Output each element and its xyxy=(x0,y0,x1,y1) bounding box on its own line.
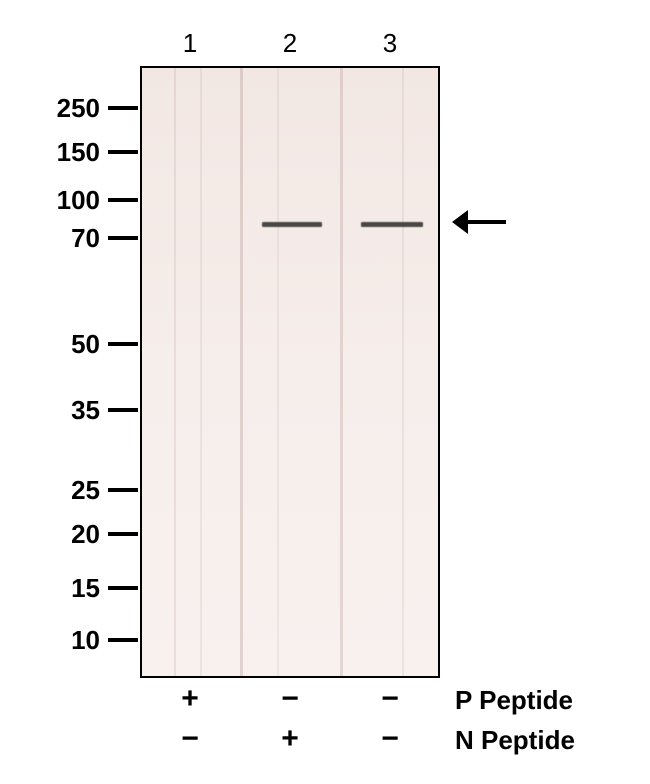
lane-streak xyxy=(402,68,404,676)
lane-streak xyxy=(174,68,176,676)
lane-streak xyxy=(340,68,343,676)
mw-marker-tick xyxy=(108,236,138,240)
mw-marker-label: 100 xyxy=(57,185,100,216)
mw-marker-tick xyxy=(108,586,138,590)
western-blot-figure: 1 2 3 250 150 100 70 50 35 25 20 15 10 + − − P Peptide − +… xyxy=(0,0,650,784)
mw-marker-label: 20 xyxy=(71,519,100,550)
lane-streak xyxy=(277,68,279,676)
peptide-symbol: − xyxy=(381,682,399,716)
peptide-row-label: P Peptide xyxy=(455,685,573,716)
mw-marker-tick xyxy=(108,342,138,346)
peptide-symbol: + xyxy=(281,722,299,756)
lane-streak xyxy=(200,68,202,676)
blot-membrane xyxy=(140,66,440,678)
lane-label: 3 xyxy=(383,28,397,59)
peptide-symbol: − xyxy=(281,682,299,716)
mw-marker-tick xyxy=(108,488,138,492)
mw-marker-tick xyxy=(108,638,138,642)
mw-marker-tick xyxy=(108,150,138,154)
mw-marker-label: 15 xyxy=(71,573,100,604)
peptide-row-label: N Peptide xyxy=(455,725,575,756)
protein-band xyxy=(361,222,423,227)
lane-streak xyxy=(240,68,243,676)
peptide-symbol: + xyxy=(181,682,199,716)
peptide-symbol: − xyxy=(381,722,399,756)
mw-marker-label: 35 xyxy=(71,395,100,426)
mw-marker-tick xyxy=(108,198,138,202)
mw-marker-tick xyxy=(108,532,138,536)
mw-marker-label: 150 xyxy=(57,137,100,168)
lane-label: 1 xyxy=(183,28,197,59)
peptide-symbol: − xyxy=(181,722,199,756)
mw-marker-label: 10 xyxy=(71,625,100,656)
mw-marker-tick xyxy=(108,408,138,412)
protein-band xyxy=(262,222,322,227)
band-arrow-icon xyxy=(452,210,506,234)
mw-marker-label: 25 xyxy=(71,475,100,506)
mw-marker-label: 250 xyxy=(57,93,100,124)
mw-marker-label: 50 xyxy=(71,329,100,360)
mw-marker-tick xyxy=(108,106,138,110)
lane-label: 2 xyxy=(283,28,297,59)
mw-marker-label: 70 xyxy=(71,223,100,254)
